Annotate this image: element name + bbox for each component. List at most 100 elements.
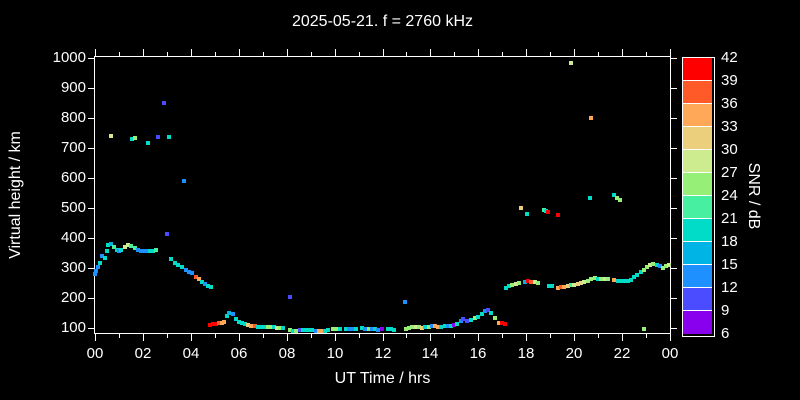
x-tick [143,334,144,341]
x-tick [646,334,647,338]
data-point [628,277,633,282]
x-tick [263,334,264,338]
y-tick-right [671,58,677,59]
data-point [385,327,390,332]
x-tick [287,334,288,341]
y-axis-label: Virtual height / km [7,131,24,259]
data-point [644,265,649,270]
data-point [202,282,207,287]
data-point [442,323,447,328]
y-tick-right [671,118,677,119]
y-tick-label: 1000 [52,49,86,66]
colorbar-tick-label: 24 [721,187,738,204]
data-point [334,326,339,331]
data-point [641,267,646,272]
x-tick-top [239,49,240,56]
x-tick-top [622,49,623,56]
data-point [432,324,437,329]
data-point [246,323,251,328]
data-point [230,311,235,316]
data-point [618,198,623,203]
x-tick [670,334,671,341]
y-tick-label: 300 [60,259,86,276]
y-tick-right [671,328,677,329]
data-point [172,261,177,266]
data-point [151,248,156,253]
data-point [93,271,97,276]
data-point [562,284,567,289]
data-point [193,274,198,279]
data-point [100,253,105,258]
data-point [196,277,201,281]
data-point [138,248,143,253]
x-tick [574,334,575,341]
colorbar-tick-label: 9 [721,302,730,319]
y-tick-label: 400 [60,229,86,246]
y-tick [88,118,94,119]
data-point [144,249,149,254]
colorbar-block [683,196,712,219]
y-tick [88,238,94,239]
colorbar-tick-label: 15 [721,256,738,273]
data-point [169,257,174,262]
data-point [555,212,560,217]
data-point [182,178,187,183]
data-point [132,135,137,140]
data-point [114,247,119,252]
x-tick [430,334,431,341]
x-tick [406,334,407,338]
data-point [262,325,267,329]
data-point [227,310,232,315]
data-point [313,328,318,333]
data-point [469,317,474,322]
x-tick [239,334,240,341]
data-point [485,307,490,312]
data-point [479,311,484,316]
colorbar-tick-label: 21 [721,210,738,227]
data-point [344,327,349,332]
x-tick-label: 04 [182,345,200,362]
data-point [403,326,408,331]
x-tick-top [598,52,599,56]
data-point [526,279,531,284]
y-tick-right [671,298,677,299]
data-point [224,313,229,318]
colorbar-block [683,173,712,196]
data-point [210,322,215,327]
y-tick [88,328,94,329]
data-point [618,279,623,284]
colorbar-tick-label: 30 [721,141,738,158]
data-point [587,196,592,201]
data-point [407,325,412,330]
data-point [392,328,397,332]
data-point [410,325,415,329]
data-point [319,328,324,333]
x-tick-top [119,52,120,56]
data-point [326,328,331,332]
x-tick-label: 06 [230,345,248,362]
colorbar-tick-label: 33 [721,118,738,135]
data-point [547,283,551,288]
data-point [416,325,421,329]
x-tick [622,334,623,341]
data-point [500,321,505,326]
data-point [98,261,103,266]
x-tick-label: 02 [134,345,152,362]
data-point [206,283,211,288]
data-point [595,276,600,281]
data-point [376,328,381,332]
x-tick [119,334,120,338]
x-tick [526,334,527,341]
y-tick [88,268,94,269]
data-point [278,325,283,330]
x-tick [383,334,384,341]
colorbar-block [683,58,712,81]
colorbar-tick-label: 18 [721,233,738,250]
data-point [575,281,580,286]
colorbar-tick-label: 6 [721,325,730,342]
x-axis-label: UT Time / hrs [334,370,431,387]
data-point [347,326,352,331]
data-point [426,324,431,329]
x-tick [454,334,455,338]
